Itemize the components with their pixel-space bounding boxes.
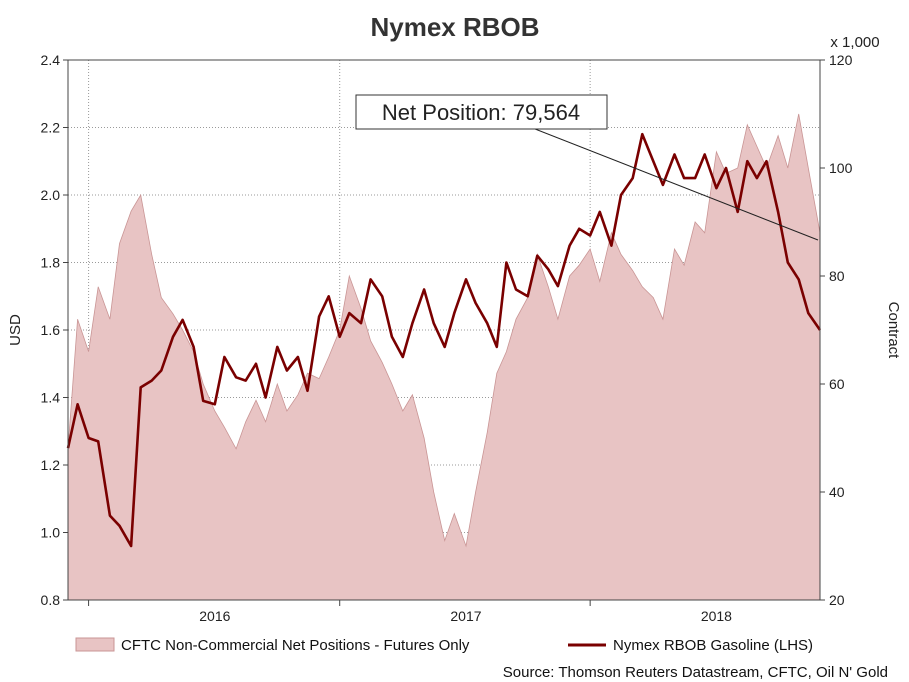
net-positions-area-layer [67, 113, 821, 601]
right-axis-ticks: 20 40 60 80 100 120 [820, 52, 853, 608]
right-tick-label: 60 [829, 376, 845, 392]
left-axis-ticks: 0.8 1.0 1.2 1.4 1.6 1.8 2.0 2.2 2.4 [41, 52, 68, 608]
left-tick-label: 0.8 [41, 592, 61, 608]
left-tick-label: 1.2 [41, 457, 61, 473]
legend: CFTC Non-Commercial Net Positions - Futu… [75, 637, 813, 654]
right-tick-label: 20 [829, 592, 845, 608]
annotation-text: Net Position: 79,564 [382, 100, 580, 125]
legend-label-line: Nymex RBOB Gasoline (LHS) [613, 637, 813, 654]
annotation-pointer [529, 126, 819, 241]
legend-swatch-area [75, 637, 115, 652]
rbob-line-layer [66, 132, 822, 548]
x-tick-label: 2016 [199, 608, 230, 624]
left-tick-label: 1.8 [41, 255, 61, 271]
left-tick-label: 1.4 [41, 390, 61, 406]
left-tick-label: 2.2 [41, 120, 61, 136]
x-tick-label: 2018 [701, 608, 732, 624]
chart-title: Nymex RBOB [370, 12, 539, 42]
right-axis-label: Contract [885, 302, 902, 360]
x-tick-label: 2017 [450, 608, 481, 624]
right-tick-label: 40 [829, 484, 845, 500]
net-positions-area [67, 113, 821, 601]
rbob-price-line [66, 132, 822, 548]
right-tick-label: 120 [829, 52, 853, 68]
left-tick-label: 1.0 [41, 525, 61, 541]
legend-label-area: CFTC Non-Commercial Net Positions - Futu… [121, 637, 470, 654]
left-tick-label: 2.4 [41, 52, 61, 68]
x-axis-ticks: 2016 2017 2018 [88, 600, 732, 624]
annotation: Net Position: 79,564 [355, 94, 819, 241]
left-tick-label: 2.0 [41, 187, 61, 203]
right-axis-multiplier: x 1,000 [830, 34, 879, 51]
source-note: Source: Thomson Reuters Datastream, CFTC… [503, 664, 888, 681]
right-tick-label: 100 [829, 160, 853, 176]
left-axis-label: USD [7, 314, 24, 346]
left-tick-label: 1.6 [41, 322, 61, 338]
annotation-box [355, 94, 608, 130]
right-tick-label: 80 [829, 268, 845, 284]
